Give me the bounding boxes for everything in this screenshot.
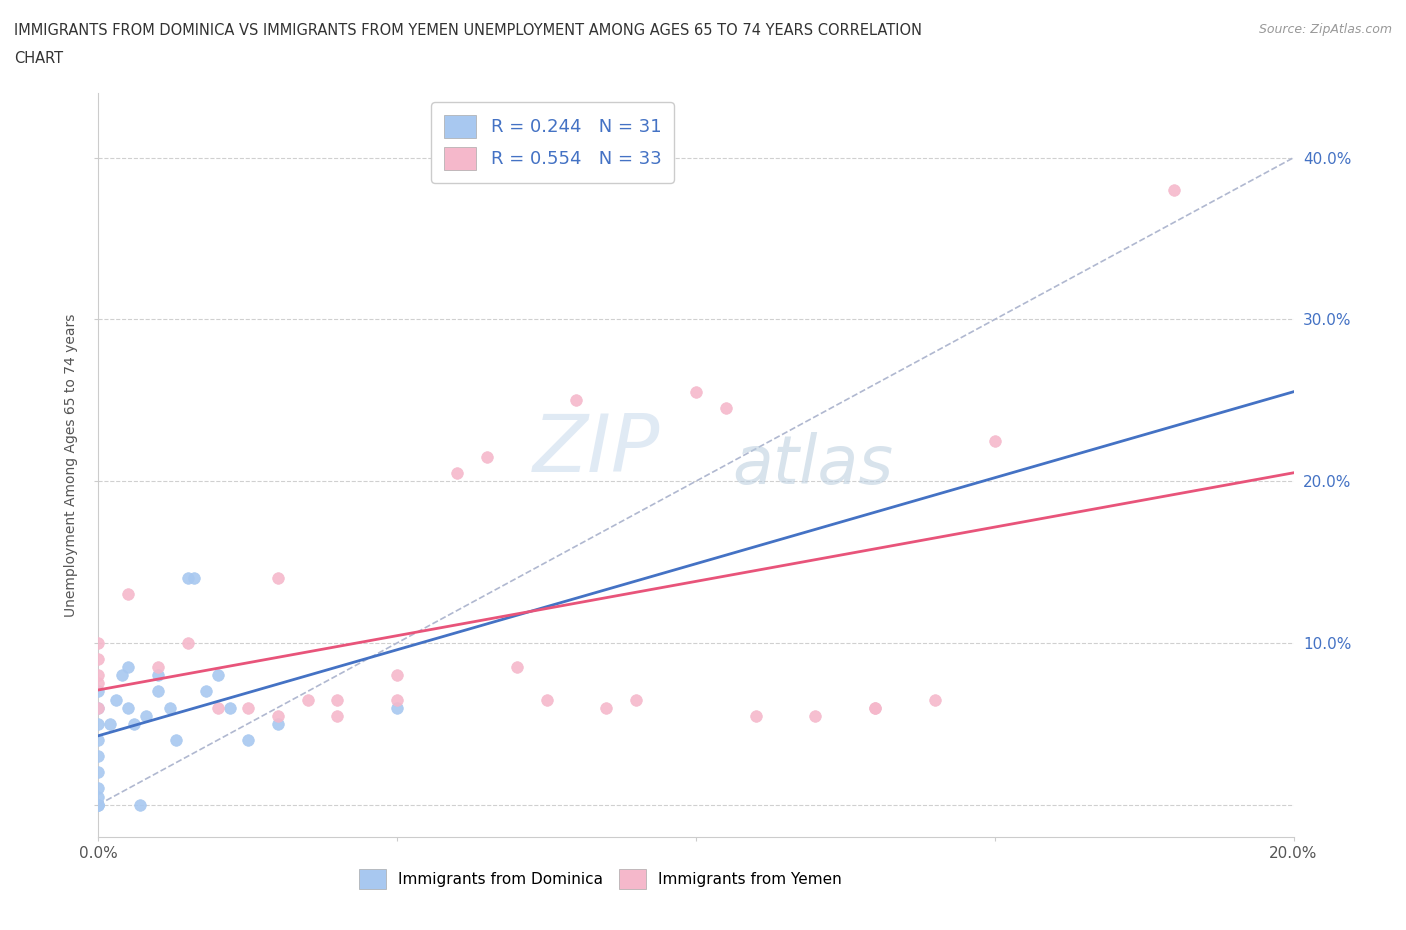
Point [207,668,229,683]
Point [385,668,409,683]
Text: IMMIGRANTS FROM DOMINICA VS IMMIGRANTS FROM YEMEN UNEMPLOYMENT AMONG AGES 65 TO : IMMIGRANTS FROM DOMINICA VS IMMIGRANTS F… [14,23,922,38]
Point [111,668,134,683]
Point [804,709,827,724]
Point [117,587,139,602]
Point [1163,182,1185,197]
Point [177,571,200,586]
Point [626,692,648,707]
Text: Source: ZipAtlas.com: Source: ZipAtlas.com [1258,23,1392,36]
Legend: Immigrants from Dominica, Immigrants from Yemen: Immigrants from Dominica, Immigrants fro… [352,861,849,897]
Point [924,692,946,707]
Point [117,659,139,674]
Point [87,733,110,748]
Point [124,716,146,731]
Point [148,684,170,698]
Point [87,797,110,812]
Point [87,790,110,804]
Point [475,449,498,464]
Point [129,797,152,812]
Point [219,700,242,715]
Point [326,709,349,724]
Point [565,392,588,407]
Point [984,433,1007,448]
Point [506,659,529,674]
Point [267,716,290,731]
Point [87,668,110,683]
Text: CHART: CHART [14,51,63,66]
Point [105,692,128,707]
Point [326,692,349,707]
Point [207,700,229,715]
Point [87,635,110,650]
Point [595,700,617,715]
Point [685,385,707,400]
Point [87,700,110,715]
Point [267,709,290,724]
Point [87,781,110,796]
Y-axis label: Unemployment Among Ages 65 to 74 years: Unemployment Among Ages 65 to 74 years [65,313,79,617]
Point [267,571,290,586]
Point [148,668,170,683]
Point [177,635,200,650]
Point [745,709,768,724]
Point [117,700,139,715]
Point [865,700,887,715]
Point [87,700,110,715]
Point [385,700,409,715]
Point [87,676,110,691]
Point [236,733,259,748]
Point [159,700,181,715]
Point [714,401,737,416]
Point [100,716,122,731]
Point [236,700,259,715]
Text: atlas: atlas [733,432,893,498]
Point [536,692,558,707]
Text: ZIP: ZIP [533,411,661,489]
Point [297,692,319,707]
Point [87,764,110,779]
Point [87,749,110,764]
Point [183,571,205,586]
Point [385,692,409,707]
Point [87,684,110,698]
Point [87,652,110,667]
Point [148,659,170,674]
Point [87,797,110,812]
Point [865,700,887,715]
Point [446,466,468,481]
Point [195,684,218,698]
Point [135,709,157,724]
Point [87,716,110,731]
Point [165,733,187,748]
Point [87,797,110,812]
